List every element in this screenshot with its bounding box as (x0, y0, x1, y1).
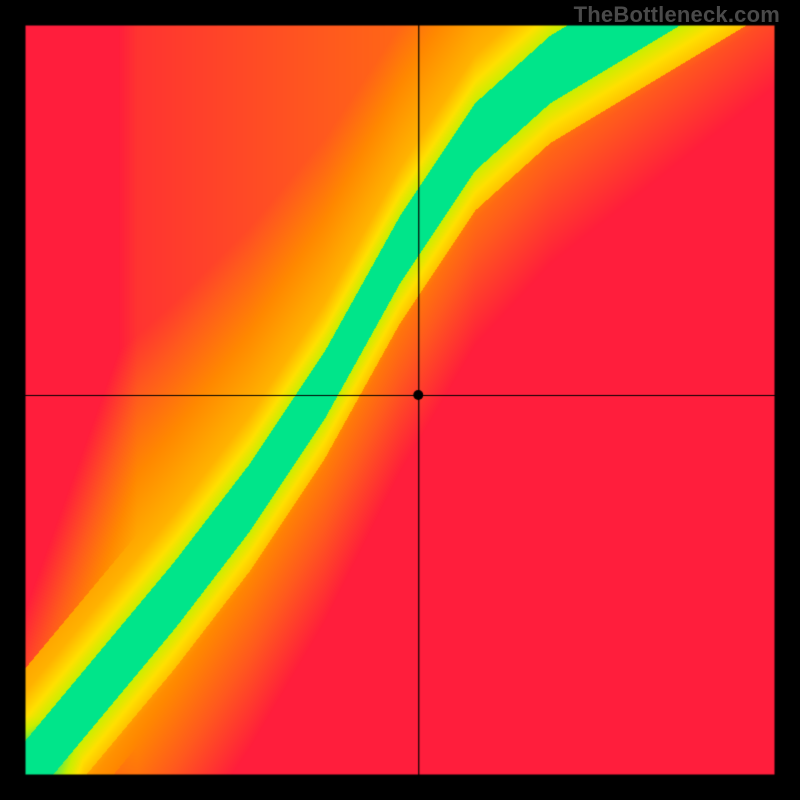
chart-wrapper: TheBottleneck.com (0, 0, 800, 800)
watermark-text: TheBottleneck.com (574, 2, 780, 28)
bottleneck-heatmap (24, 24, 776, 776)
